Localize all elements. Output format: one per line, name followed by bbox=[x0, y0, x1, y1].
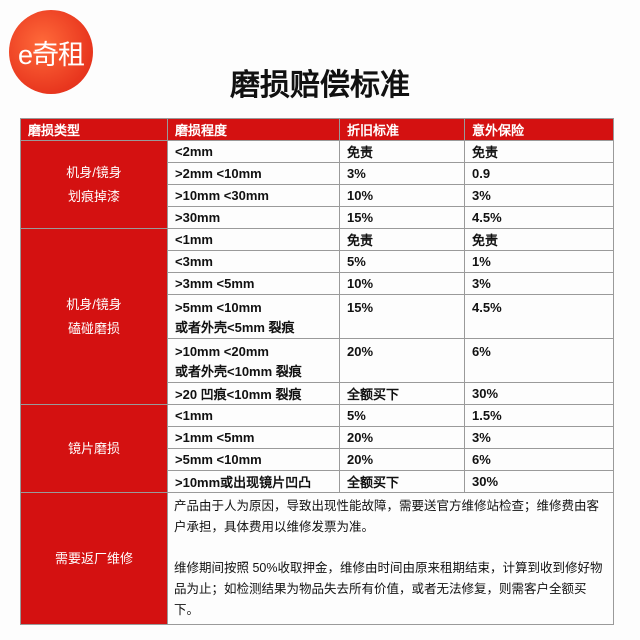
depreciation-cell: 5% bbox=[339, 250, 465, 273]
depreciation-cell: 5% bbox=[339, 404, 465, 427]
table-row: <3mm 5% 1% bbox=[21, 250, 614, 273]
insurance-cell: 30% bbox=[464, 470, 614, 493]
table-row: >2mm <10mm 3% 0.9 bbox=[21, 162, 614, 185]
repair-paragraph: 维修期间按照 50%收取押金，维修由时间由原来租期结束，计算到收到修好物品为止；… bbox=[174, 561, 603, 617]
category-label: 机身/镜身 bbox=[66, 164, 122, 180]
depreciation-cell: 全额买下 bbox=[339, 382, 465, 405]
header-depreciation: 折旧标准 bbox=[339, 118, 465, 141]
depreciation-cell: 3% bbox=[339, 162, 465, 185]
degree-cell: <3mm bbox=[167, 250, 340, 273]
header-degree: 磨损程度 bbox=[167, 118, 340, 141]
category-label: 机身/镜身 bbox=[66, 296, 122, 312]
degree-cell: >1mm <5mm bbox=[167, 426, 340, 449]
degree-cell: >10mm <20mm 或者外壳<10mm 裂痕 bbox=[167, 338, 340, 383]
degree-cell: >10mm或出现镜片凹凸 bbox=[167, 470, 340, 493]
degree-cell: >30mm bbox=[167, 206, 340, 229]
degree-cell: <1mm bbox=[167, 404, 340, 427]
insurance-cell: 3% bbox=[464, 272, 614, 295]
table-row: >10mm或出现镜片凹凸 全额买下 30% bbox=[21, 470, 614, 493]
degree-cell: >2mm <10mm bbox=[167, 162, 340, 185]
category-cell: 机身/镜身磕碰磨损 bbox=[20, 228, 168, 405]
table-row: 机身/镜身 划痕掉漆 <2mm 免责 免责 bbox=[20, 140, 614, 229]
table-row: 镜片磨损 <1mm 5% 1.5% bbox=[20, 404, 614, 493]
table-row: >10mm <20mm 或者外壳<10mm 裂痕 20% 6% bbox=[21, 338, 614, 383]
insurance-cell: 免责 bbox=[464, 140, 614, 163]
insurance-cell: 4.5% bbox=[464, 206, 614, 229]
depreciation-cell: 全额买下 bbox=[339, 470, 465, 493]
insurance-cell: 3% bbox=[464, 426, 614, 449]
degree-cell: >20 凹痕<10mm 裂痕 bbox=[167, 382, 340, 405]
insurance-cell: 6% bbox=[464, 338, 614, 383]
category-cell: 机身/镜身划痕掉漆 bbox=[20, 140, 168, 229]
insurance-cell: 免责 bbox=[464, 228, 614, 251]
category-label: 磕碰磨损 bbox=[67, 320, 120, 336]
logo: e奇租 bbox=[9, 10, 93, 94]
insurance-cell: 1% bbox=[464, 250, 614, 273]
category-cell: 需要返厂维修 bbox=[20, 492, 168, 625]
degree-cell: >3mm <5mm bbox=[167, 272, 340, 295]
depreciation-cell: 10% bbox=[339, 184, 465, 207]
table-row: 机身/镜身 磕碰磨损 <1mm 免责 免责 bbox=[20, 228, 614, 405]
table-row: >3mm <5mm 10% 3% bbox=[21, 272, 614, 295]
table-row: >20 凹痕<10mm 裂痕 全额买下 30% bbox=[21, 382, 614, 405]
category-label: 划痕掉漆 bbox=[67, 188, 120, 204]
table-header-row: 磨损类型 磨损程度 折旧标准 意外保险 bbox=[20, 118, 614, 141]
degree-cell: <2mm bbox=[167, 140, 340, 163]
degree-cell: <1mm bbox=[167, 228, 340, 251]
depreciation-cell: 20% bbox=[339, 338, 465, 383]
depreciation-cell: 免责 bbox=[339, 140, 465, 163]
category-cell: 镜片磨损 bbox=[20, 404, 168, 493]
depreciation-cell: 20% bbox=[339, 426, 465, 449]
table-row: >1mm <5mm 20% 3% bbox=[21, 426, 614, 449]
depreciation-cell: 免责 bbox=[339, 228, 465, 251]
table-row: >5mm <10mm 20% 6% bbox=[21, 448, 614, 471]
insurance-cell: 6% bbox=[464, 448, 614, 471]
degree-cell: >10mm <30mm bbox=[167, 184, 340, 207]
repair-row: 需要返厂维修 产品由于人为原因，导致出现性能故障，需要送官方维修站检查；维修费由客… bbox=[20, 492, 614, 625]
table-row: >30mm 15% 4.5% bbox=[21, 206, 614, 229]
repair-note: 产品由于人为原因，导致出现性能故障，需要送官方维修站检查；维修费由客户承担，具体… bbox=[167, 492, 614, 625]
header-insurance: 意外保险 bbox=[464, 118, 614, 141]
depreciation-cell: 10% bbox=[339, 272, 465, 295]
degree-cell: >5mm <10mm 或者外壳<5mm 裂痕 bbox=[167, 294, 340, 339]
depreciation-cell: 15% bbox=[339, 206, 465, 229]
insurance-cell: 30% bbox=[464, 382, 614, 405]
depreciation-cell: 20% bbox=[339, 448, 465, 471]
category-label: 镜片磨损 bbox=[67, 440, 120, 456]
repair-paragraph: 产品由于人为原因，导致出现性能故障，需要送官方维修站检查；维修费由客户承担，具体… bbox=[174, 499, 600, 534]
insurance-cell: 3% bbox=[464, 184, 614, 207]
depreciation-cell: 15% bbox=[339, 294, 465, 339]
compensation-table: 磨损类型 磨损程度 折旧标准 意外保险 机身/镜身 划痕掉漆 <2mm 免责 免责 >2m… bbox=[20, 118, 614, 625]
insurance-cell: 4.5% bbox=[464, 294, 614, 339]
degree-cell: >5mm <10mm bbox=[167, 448, 340, 471]
insurance-cell: 0.9 bbox=[464, 162, 614, 185]
header-type: 磨损类型 bbox=[20, 118, 168, 141]
page-title: 磨损赔偿标准 bbox=[230, 68, 410, 103]
insurance-cell: 1.5% bbox=[464, 404, 614, 427]
